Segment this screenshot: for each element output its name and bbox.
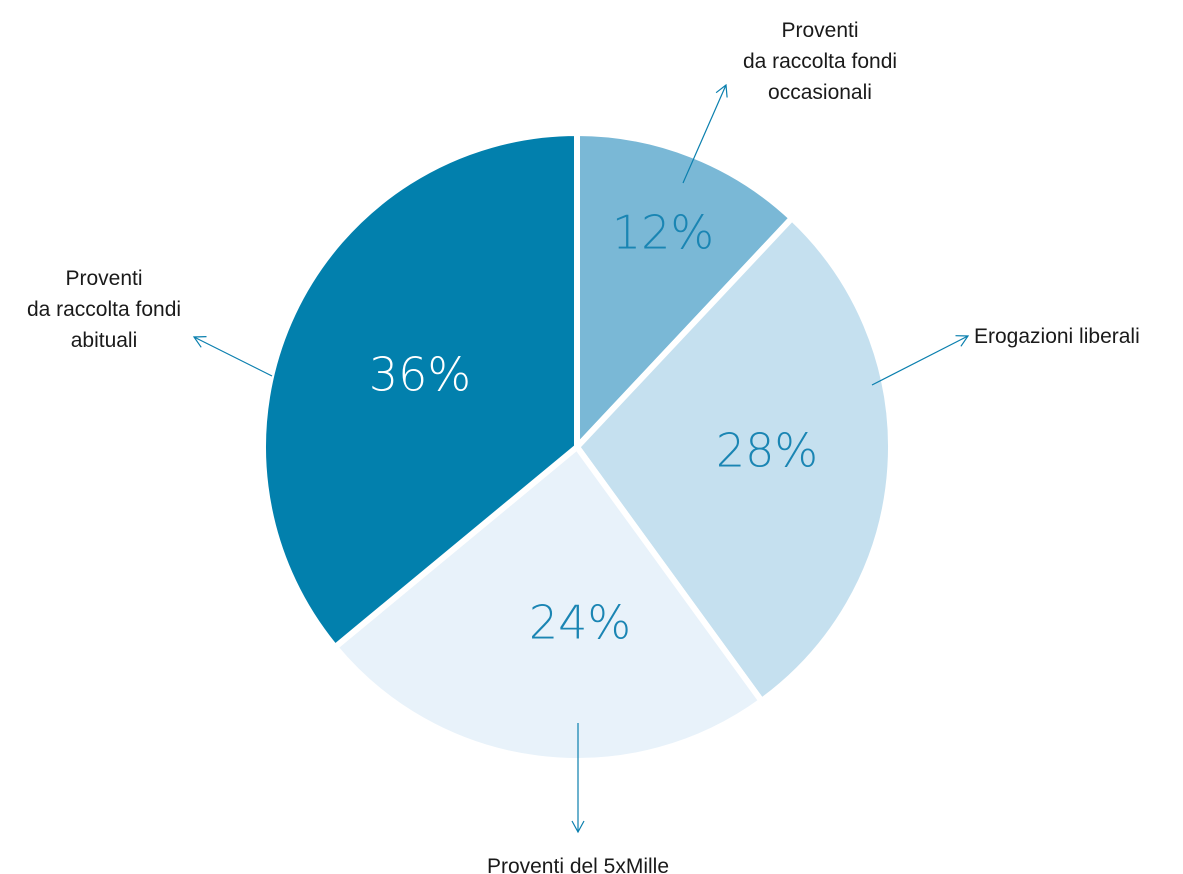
slice-category-label-0: Proventi da raccolta fondi occasionali bbox=[743, 19, 897, 104]
leader-line-1 bbox=[871, 335, 970, 386]
slice-value-label-0: 12% bbox=[612, 206, 714, 260]
pie-slice-1 bbox=[573, 213, 894, 706]
pie-slice-3 bbox=[260, 129, 580, 652]
leader-line-2 bbox=[571, 723, 585, 834]
slice-category-label-3: Proventi da raccolta fondi abituali bbox=[27, 267, 181, 352]
leader-line-0 bbox=[682, 83, 728, 184]
leader-line-3 bbox=[192, 336, 273, 377]
slice-category-label-1: Erogazioni liberali bbox=[974, 325, 1140, 348]
pie-slice-0 bbox=[574, 129, 797, 455]
pie-slices bbox=[260, 129, 894, 764]
slice-value-label-2: 24% bbox=[529, 596, 631, 650]
slice-value-label-3: 36% bbox=[369, 348, 471, 402]
pie-slice-2 bbox=[330, 442, 766, 764]
slice-value-label-1: 28% bbox=[716, 424, 818, 478]
slice-category-label-2: Proventi del 5xMille bbox=[487, 855, 669, 874]
